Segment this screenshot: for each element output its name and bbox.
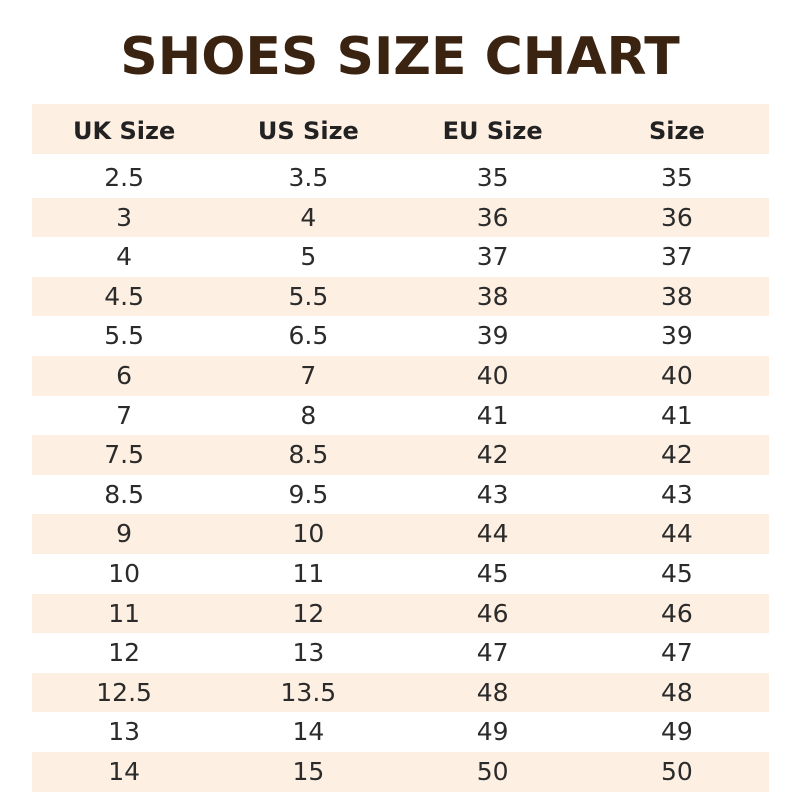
table-cell: 11 bbox=[108, 598, 141, 628]
table-cell: 44 bbox=[660, 519, 693, 549]
table-cell: 2.5 bbox=[104, 163, 144, 192]
table-cell: 47 bbox=[660, 638, 693, 668]
table-cell: 47 bbox=[476, 638, 509, 668]
table-cell: 49 bbox=[660, 717, 693, 747]
table-cell: 37 bbox=[660, 242, 693, 272]
table-row: 7.5 8.5 42 42 bbox=[32, 435, 769, 475]
table-cell: 35 bbox=[476, 163, 509, 192]
table-cell: 13 bbox=[108, 717, 141, 747]
table-cell: 6.5 bbox=[288, 321, 329, 351]
table-cell: 5.5 bbox=[288, 281, 329, 311]
table-cell: 45 bbox=[660, 559, 693, 588]
table-cell: 7 bbox=[116, 400, 133, 430]
table-cell: 40 bbox=[660, 361, 693, 390]
table-cell: 8.5 bbox=[104, 479, 144, 509]
table-cell: 41 bbox=[660, 400, 693, 430]
table-cell: 50 bbox=[660, 757, 693, 786]
table-cell: 10 bbox=[108, 559, 141, 588]
table-cell: 9.5 bbox=[288, 479, 329, 509]
table-cell: 38 bbox=[660, 281, 693, 311]
table-cell: 8.5 bbox=[288, 440, 329, 470]
table-row: 4 5 37 37 bbox=[32, 237, 769, 277]
table-cell: 12 bbox=[108, 638, 141, 668]
table-cell: 42 bbox=[660, 440, 693, 470]
table-row: 3 4 36 36 bbox=[32, 197, 769, 238]
table-row: 7 8 41 41 bbox=[32, 396, 769, 436]
table-cell: 36 bbox=[660, 202, 693, 232]
table-cell: 14 bbox=[108, 757, 141, 786]
table-cell: 46 bbox=[660, 598, 693, 628]
table-row: 14 15 50 50 bbox=[32, 752, 769, 792]
table-cell: 11 bbox=[292, 559, 325, 588]
table-cell: 13.5 bbox=[280, 677, 337, 707]
table-row: 6 7 40 40 bbox=[32, 356, 769, 396]
table-cell: 46 bbox=[476, 598, 509, 628]
table-row: 9 10 44 44 bbox=[32, 514, 769, 554]
table-cell: 10 bbox=[292, 519, 325, 549]
table-cell: 8 bbox=[300, 400, 317, 430]
header-cell: US Size bbox=[257, 117, 359, 145]
table-cell: 43 bbox=[476, 479, 509, 509]
table-cell: 36 bbox=[476, 202, 509, 232]
table-cell: 39 bbox=[660, 321, 693, 351]
table-cell: 3 bbox=[116, 202, 133, 232]
table-cell: 12.5 bbox=[96, 677, 152, 707]
table-row: 12.5 13.5 48 48 bbox=[32, 672, 769, 713]
table-cell: 5.5 bbox=[104, 321, 144, 351]
table-cell: 39 bbox=[476, 321, 509, 351]
table-cell: 3.5 bbox=[288, 163, 329, 192]
table-cell: 42 bbox=[476, 440, 509, 470]
table-row: 8.5 9.5 43 43 bbox=[32, 475, 769, 515]
table-cell: 7.5 bbox=[104, 440, 144, 470]
table-cell: 41 bbox=[476, 400, 509, 430]
table-row: 10 11 45 45 bbox=[32, 554, 769, 594]
table-cell: 14 bbox=[292, 717, 325, 747]
table-row: 4.5 5.5 38 38 bbox=[32, 276, 769, 317]
table-cell: 6 bbox=[116, 361, 133, 390]
table-cell: 9 bbox=[116, 519, 133, 549]
table-cell: 12 bbox=[292, 598, 325, 628]
table-cell: 37 bbox=[476, 242, 509, 272]
table-cell: 49 bbox=[476, 717, 509, 747]
table-row: 5.5 6.5 39 39 bbox=[32, 316, 769, 356]
table-cell: 45 bbox=[476, 559, 509, 588]
table-row: 12 13 47 47 bbox=[32, 633, 769, 673]
header-row: UK Size US Size EU Size Size bbox=[32, 104, 769, 154]
header-cell: UK Size bbox=[73, 117, 176, 145]
table-cell: 15 bbox=[292, 757, 325, 786]
table-cell: 5 bbox=[300, 242, 317, 272]
table-row: 2.5 3.5 35 35 bbox=[32, 158, 769, 198]
table-cell: 44 bbox=[476, 519, 509, 549]
table-cell: 4 bbox=[300, 202, 317, 232]
title: SHOES SIZE CHART bbox=[120, 27, 680, 87]
table-cell: 7 bbox=[300, 361, 317, 390]
table-row: 13 14 49 49 bbox=[32, 712, 769, 752]
table-cell: 4.5 bbox=[104, 281, 144, 311]
table-cell: 35 bbox=[660, 163, 693, 192]
table-cell: 4 bbox=[116, 242, 133, 272]
header-cell: EU Size bbox=[442, 117, 543, 145]
table-cell: 43 bbox=[660, 479, 693, 509]
table-cell: 38 bbox=[476, 281, 509, 311]
table-row: 11 12 46 46 bbox=[32, 593, 769, 634]
table-cell: 50 bbox=[476, 757, 509, 786]
table-cell: 48 bbox=[476, 677, 509, 707]
table-cell: 48 bbox=[660, 677, 693, 707]
header-cell: Size bbox=[648, 117, 705, 145]
table-cell: 40 bbox=[476, 361, 509, 390]
table-cell: 13 bbox=[292, 638, 325, 668]
